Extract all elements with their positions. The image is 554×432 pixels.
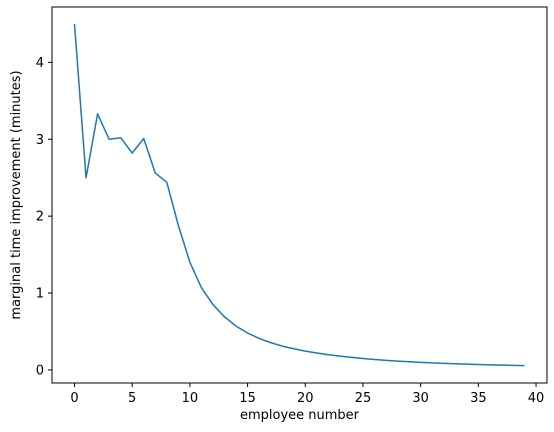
axis-ticks: 0 5 10 15 20 25 30 35 40 0 1 2 3 4 <box>36 56 545 406</box>
series-line <box>73 23 525 367</box>
y-tick-label: 0 <box>36 363 44 378</box>
y-tick-label: 2 <box>36 210 44 225</box>
x-tick-label: 30 <box>412 391 429 406</box>
x-tick-label: 20 <box>297 391 314 406</box>
x-tick-label: 10 <box>182 391 199 406</box>
x-tick-label: 15 <box>239 391 256 406</box>
x-tick-label: 35 <box>470 391 487 406</box>
y-tick-label: 1 <box>36 287 44 302</box>
x-tick-label: 25 <box>355 391 372 406</box>
plot-frame <box>51 6 548 384</box>
x-tick-label: 0 <box>70 391 78 406</box>
y-tick-label: 4 <box>36 56 44 71</box>
x-axis-label: employee number <box>240 408 360 423</box>
y-axis-label: marginal time improvement (minutes) <box>9 70 24 319</box>
x-tick-label: 5 <box>128 391 136 406</box>
y-tick-label: 3 <box>36 133 44 148</box>
series-group <box>73 23 525 367</box>
x-tick-label: 40 <box>528 391 545 406</box>
